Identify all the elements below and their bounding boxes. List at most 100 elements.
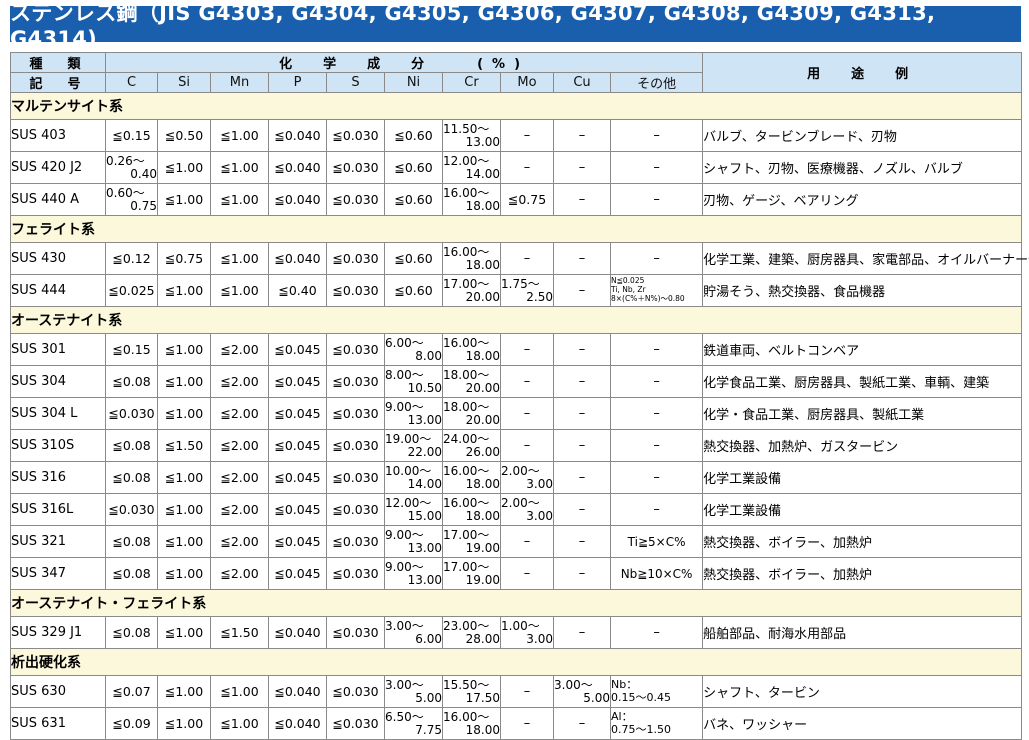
cell-p: ≦0.040 bbox=[268, 242, 327, 275]
other-line: Ti, Nb, Zr bbox=[611, 285, 646, 295]
cell-mo: – bbox=[500, 333, 554, 366]
cell-s: ≦0.030 bbox=[326, 151, 385, 184]
usage-cell: 化学工業、建築、厨房器具、家電部品、オイルバーナー部品 bbox=[702, 242, 1029, 275]
cell-cr: 11.50〜 13.00 bbox=[442, 119, 501, 152]
table-row: SUS 430 ≦0.12 ≦0.75 ≦1.00 ≦0.040 ≦0.030 ≦0.60 1… bbox=[10, 242, 1029, 275]
cell-si: ≦1.00 bbox=[157, 557, 211, 590]
cell-ni: 6.00〜 8.00 bbox=[384, 333, 443, 366]
grade-cell: SUS 301 bbox=[10, 333, 106, 366]
grade-cell: SUS 631 bbox=[10, 707, 106, 740]
other-line: 0.15〜0.45 bbox=[611, 690, 671, 704]
header-row-1: 種 類 化 学 成 分 (%) 用 途 例 bbox=[10, 52, 1023, 93]
header-col-cr: Cr bbox=[442, 72, 501, 93]
cell-c: ≦0.07 bbox=[105, 675, 158, 708]
section-label: マルテンサイト系 bbox=[9, 92, 1023, 120]
cell-other: N≦0.025 Ti, Nb, Zr 8×(C%＋N%)〜0.80 bbox=[609, 274, 704, 307]
cell-p: ≦0.045 bbox=[268, 525, 327, 558]
header-chemical-composition: 化 学 成 分 (%) bbox=[104, 52, 704, 73]
cell-mo: – bbox=[500, 525, 554, 558]
header-col-cu: Cu bbox=[553, 72, 611, 93]
cell-other: – bbox=[609, 119, 704, 152]
cell-mo: ≦0.75 bbox=[500, 183, 554, 216]
table-row: SUS 403 ≦0.15 ≦0.50 ≦1.00 ≦0.040 ≦0.030 ≦0.60 1… bbox=[10, 119, 1023, 152]
cell-c: 0.60〜 0.75 bbox=[105, 183, 158, 216]
section-header-row: オーステナイト系 bbox=[9, 306, 1023, 334]
cell-s: ≦0.030 bbox=[326, 365, 385, 398]
table-row: SUS 440 A 0.60〜 0.75 ≦1.00 ≦1.00 ≦0.040 ≦0.030… bbox=[10, 183, 1023, 216]
header-col-mn: Mn bbox=[210, 72, 269, 93]
cell-s: ≦0.030 bbox=[326, 616, 385, 649]
cell-p: ≦0.040 bbox=[268, 119, 327, 152]
usage-cell: 化学工業設備 bbox=[702, 493, 1023, 526]
usage-cell: 鉄道車両、ベルトコンベア bbox=[702, 333, 1023, 366]
cell-si: ≦1.00 bbox=[157, 151, 211, 184]
cell-mo: – bbox=[500, 119, 554, 152]
cell-c: ≦0.030 bbox=[105, 493, 158, 526]
cell-mn: ≦2.00 bbox=[210, 557, 269, 590]
usage-cell: 熱交換器、ボイラー、加熱炉 bbox=[702, 525, 1023, 558]
cell-other: – bbox=[609, 151, 704, 184]
cell-si: ≦1.00 bbox=[157, 493, 211, 526]
cell-si: ≦1.00 bbox=[157, 333, 211, 366]
cell-mn: ≦2.00 bbox=[210, 333, 269, 366]
cell-p: ≦0.040 bbox=[268, 707, 327, 740]
cell-c: ≦0.08 bbox=[105, 365, 158, 398]
table-row: SUS 347 ≦0.08 ≦1.00 ≦2.00 ≦0.045 ≦0.030 9.00〜 1… bbox=[10, 557, 1023, 590]
cell-mn: ≦1.00 bbox=[210, 707, 269, 740]
cell-other: Nb： 0.15〜0.45 bbox=[609, 675, 704, 708]
cell-ni: ≦0.60 bbox=[384, 242, 443, 275]
stainless-steel-spec-table: 種 類 化 学 成 分 (%) 用 途 例 記 号 C Si Mn P S Ni… bbox=[9, 52, 1029, 740]
cell-cr: 16.00〜 18.00 bbox=[442, 493, 501, 526]
cell-c: ≦0.08 bbox=[105, 429, 158, 462]
cell-mo: – bbox=[500, 397, 554, 430]
cell-cu: – bbox=[553, 461, 611, 494]
cell-ni: ≦0.60 bbox=[384, 151, 443, 184]
grade-cell: SUS 321 bbox=[10, 525, 106, 558]
cell-cu: – bbox=[553, 429, 611, 462]
cell-cr: 23.00〜 28.00 bbox=[442, 616, 501, 649]
header-col-si: Si bbox=[157, 72, 211, 93]
cell-p: ≦0.40 bbox=[268, 274, 327, 307]
usage-cell: 熱交換器、ボイラー、加熱炉 bbox=[702, 557, 1023, 590]
cell-mn: ≦2.00 bbox=[210, 365, 269, 398]
table-row: SUS 304 ≦0.08 ≦1.00 ≦2.00 ≦0.045 ≦0.030 8.00〜 1… bbox=[10, 365, 1023, 398]
cell-cr: 16.00〜 18.00 bbox=[442, 242, 501, 275]
cell-si: ≦1.00 bbox=[157, 183, 211, 216]
cell-cr: 15.50〜 17.50 bbox=[442, 675, 501, 708]
cell-s: ≦0.030 bbox=[326, 493, 385, 526]
cell-cu: – bbox=[553, 616, 611, 649]
cell-ni: 12.00〜 15.00 bbox=[384, 493, 443, 526]
usage-cell: 化学食品工業、厨房器具、製紙工業、車輌、建築 bbox=[702, 365, 1023, 398]
cell-si: ≦1.00 bbox=[157, 707, 211, 740]
cell-cu: 3.00〜 5.00 bbox=[553, 675, 611, 708]
cell-ni: 3.00〜 5.00 bbox=[384, 675, 443, 708]
cell-ni: 9.00〜 13.00 bbox=[384, 557, 443, 590]
cell-s: ≦0.030 bbox=[326, 333, 385, 366]
cell-cr: 16.00〜 18.00 bbox=[442, 461, 501, 494]
cell-mn: ≦2.00 bbox=[210, 493, 269, 526]
cell-other: – bbox=[609, 183, 704, 216]
other-line: Nb： bbox=[611, 677, 638, 691]
cell-ni: 10.00〜 14.00 bbox=[384, 461, 443, 494]
cell-ni: 8.00〜 10.50 bbox=[384, 365, 443, 398]
table-row: SUS 301 ≦0.15 ≦1.00 ≦2.00 ≦0.045 ≦0.030 6.00〜 8… bbox=[10, 333, 1023, 366]
cell-si: ≦1.00 bbox=[157, 461, 211, 494]
cell-s: ≦0.030 bbox=[326, 557, 385, 590]
cell-other: – bbox=[609, 429, 704, 462]
cell-other: Nb≧10×C% bbox=[609, 557, 704, 590]
cell-mn: ≦2.00 bbox=[210, 429, 269, 462]
cell-cr: 24.00〜 26.00 bbox=[442, 429, 501, 462]
cell-c: ≦0.12 bbox=[105, 242, 158, 275]
cell-ni: 9.00〜 13.00 bbox=[384, 397, 443, 430]
cell-si: ≦1.00 bbox=[157, 397, 211, 430]
table-header: 種 類 化 学 成 分 (%) 用 途 例 記 号 C Si Mn P S Ni… bbox=[10, 52, 1023, 93]
cell-s: ≦0.030 bbox=[326, 461, 385, 494]
cell-cr: 18.00〜 20.00 bbox=[442, 397, 501, 430]
table-row: SUS 444 ≦0.025 ≦1.00 ≦1.00 ≦0.40 ≦0.030 ≦0.60 1… bbox=[10, 274, 1023, 307]
cell-other: – bbox=[609, 616, 704, 649]
cell-c: 0.26〜 0.40 bbox=[105, 151, 158, 184]
header-col-other: その他 bbox=[609, 72, 704, 93]
cell-cu: – bbox=[553, 557, 611, 590]
cell-mn: ≦1.00 bbox=[210, 242, 269, 275]
cell-other: – bbox=[609, 397, 704, 430]
